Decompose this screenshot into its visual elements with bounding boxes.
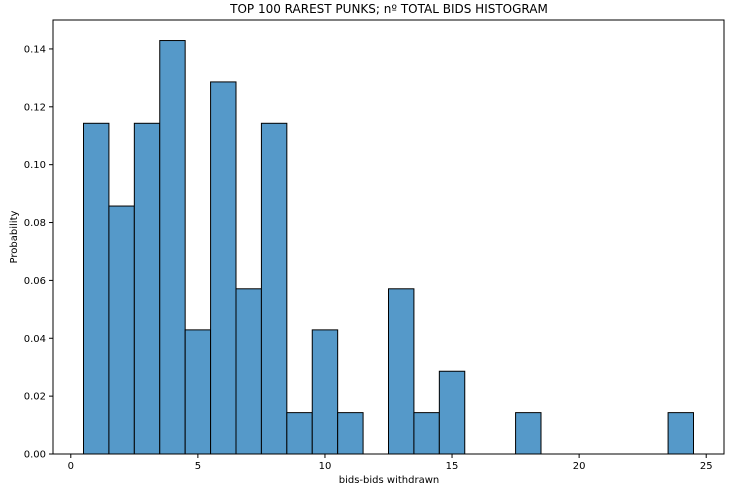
histogram-bar [108,205,135,455]
y-tick-label: 0.08 [24,218,46,229]
plot-frame [52,19,725,455]
y-tick-label: 0.12 [24,102,46,113]
y-axis-label: Probability [9,210,20,263]
x-tick-label: 15 [446,461,459,472]
y-axis-ticks: 0.00 0.02 0.04 0.06 0.08 0.10 0.12 0.14 [24,44,53,461]
histogram-bar [210,81,237,455]
histogram-bar [260,122,288,455]
y-tick-label: 0.04 [24,334,46,345]
histogram-bar [235,288,262,455]
histogram-bar [413,412,440,455]
histogram-bar [515,412,542,455]
histogram-bar [667,412,694,455]
histogram-bar [311,329,339,455]
histogram-bar [159,40,186,455]
histogram-bar [337,412,364,455]
x-axis-label: bids-bids withdrawn [339,475,439,486]
x-tick-label: 25 [700,461,713,472]
y-tick-label: 0.14 [24,44,46,55]
x-tick-label: 20 [573,461,586,472]
y-tick-label: 0.02 [24,392,46,403]
x-tick-label: 5 [195,461,201,472]
x-tick-label: 0 [68,461,74,472]
histogram-bar [388,288,415,455]
histogram-bar [286,412,313,455]
histogram-bar [184,329,212,455]
x-axis-ticks: 0 5 10 15 20 25 [68,454,713,472]
y-tick-label: 0.10 [24,160,46,171]
y-tick-label: 0.00 [24,450,46,461]
bars-group [83,40,694,455]
x-tick-label: 10 [319,461,332,472]
histogram-bar [133,122,161,455]
chart-title: TOP 100 RAREST PUNKS; nº TOTAL BIDS HIST… [229,2,548,16]
histogram-bar [438,370,466,455]
y-tick-label: 0.06 [24,276,46,287]
histogram-bar [83,122,110,455]
